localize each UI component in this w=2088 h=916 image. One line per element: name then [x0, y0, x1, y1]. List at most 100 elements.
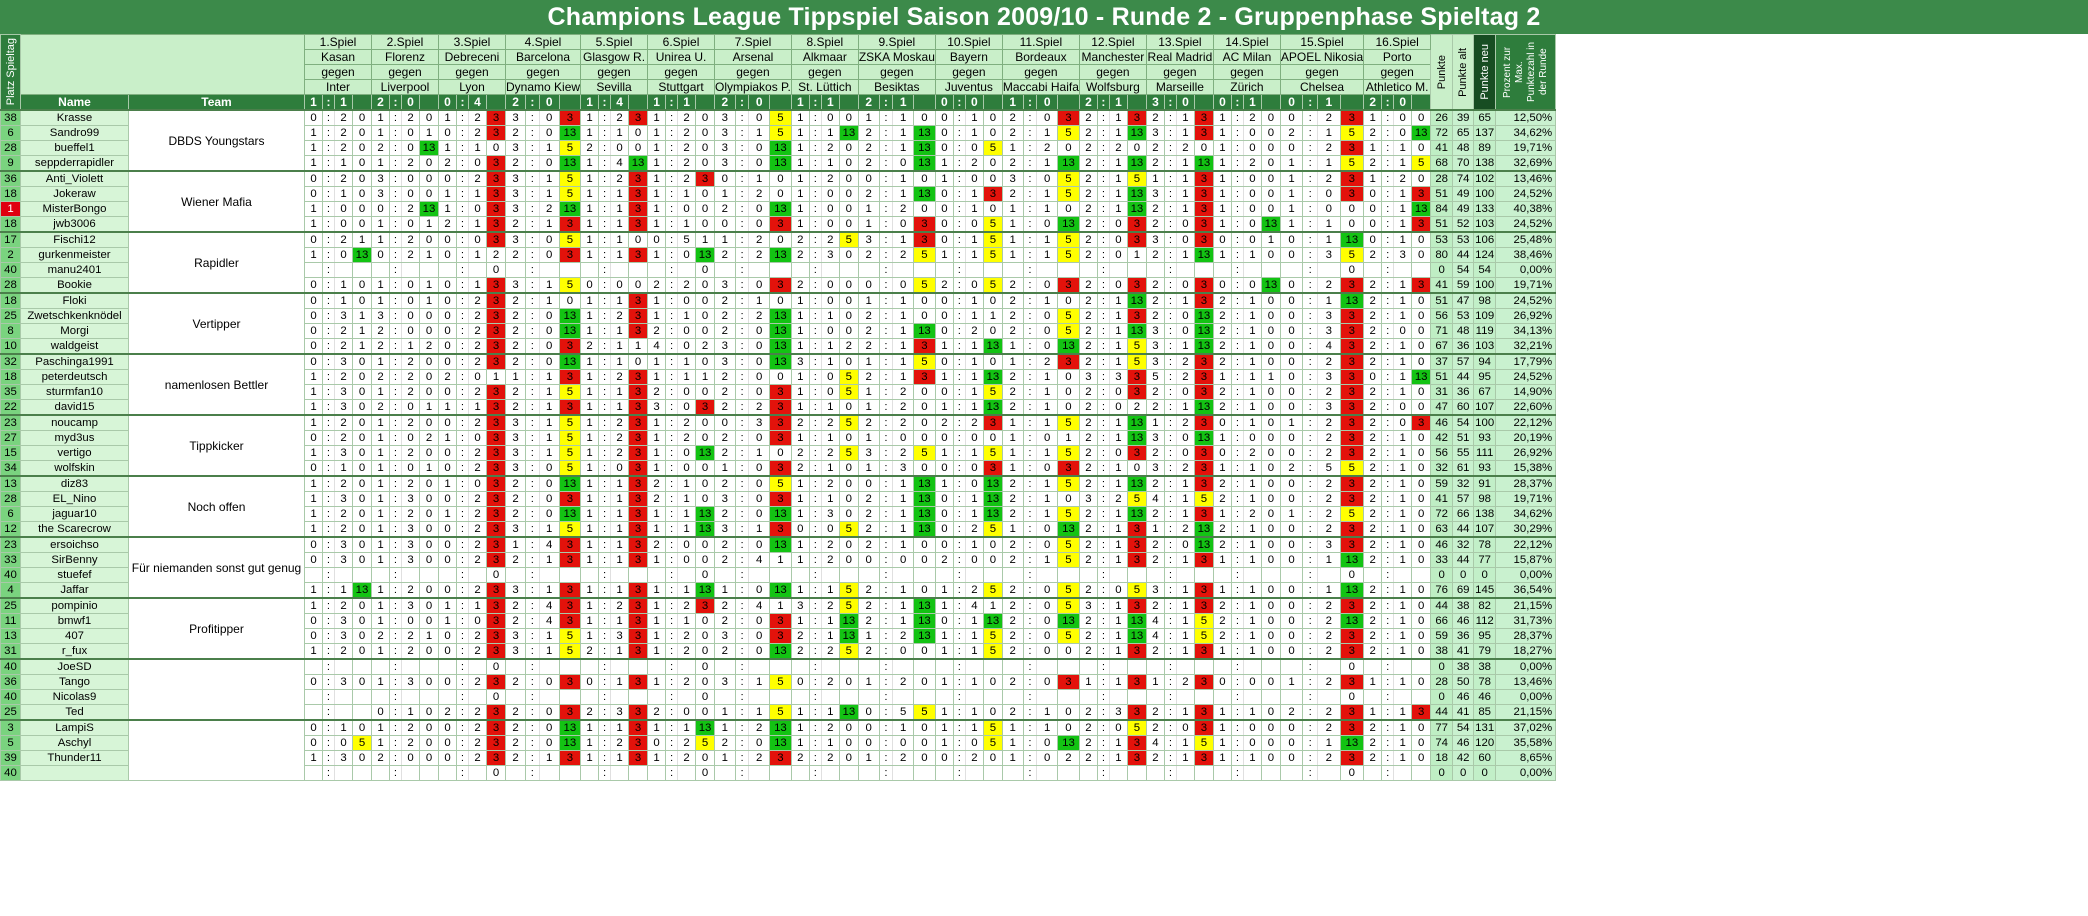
tip-colon: :	[808, 155, 822, 172]
tip-points: 0	[1339, 689, 1365, 705]
tip-points: 3	[628, 597, 649, 614]
tip-points: 0	[838, 750, 859, 766]
tip-colon: :	[1230, 125, 1244, 141]
tip-home: 2	[647, 491, 667, 507]
tip-away: 0	[401, 460, 420, 477]
tip-home: 2	[1212, 628, 1232, 644]
tip-colon: :	[598, 277, 612, 294]
tip-colon: :	[1163, 323, 1177, 339]
tip-home: 2	[504, 338, 527, 355]
tip-colon: :	[1096, 536, 1110, 553]
tip-home: 1	[714, 704, 736, 721]
tip-points: 5	[982, 231, 1003, 248]
tip-away: 1	[1108, 109, 1128, 126]
tip-colon: :	[1096, 353, 1110, 370]
tip-away: 0	[677, 247, 697, 263]
tip-away: 1	[1393, 719, 1413, 736]
tip-colon: :	[1230, 704, 1244, 721]
player-name: Floki	[20, 292, 129, 309]
tip-home: 3	[857, 231, 880, 248]
tip-colon: :	[1163, 369, 1177, 385]
punkte-alt-cell: 66	[1452, 506, 1475, 522]
tip-colon: :	[525, 430, 540, 446]
result-away: 0	[538, 94, 560, 111]
result-home: 0	[934, 94, 954, 111]
tip-points: 3	[628, 247, 649, 263]
tip-colon: :	[952, 323, 966, 339]
tip-colon: :	[1230, 201, 1244, 217]
tip-home: 2	[1001, 643, 1024, 660]
tip-away: 1	[1175, 125, 1195, 141]
tip-points: 13	[838, 628, 859, 644]
tip-colon: :	[665, 231, 679, 248]
tip-colon: :	[952, 247, 966, 263]
tip-away: 1	[964, 201, 984, 217]
tip-home: 2	[504, 216, 527, 233]
tip-away: 1	[1242, 582, 1262, 599]
tip-away: 0	[748, 323, 771, 339]
tip-home	[1212, 658, 1232, 675]
tip-home: 1	[647, 170, 667, 187]
tip-away: 1	[892, 231, 914, 248]
tip-colon: :	[665, 140, 679, 156]
tip-home: 1	[647, 125, 667, 141]
tip-colon: :	[598, 109, 612, 126]
tip-colon: :	[1230, 384, 1244, 400]
platz-cell: 18	[0, 369, 21, 385]
tip-points	[628, 567, 649, 583]
tip-away: 1	[1036, 704, 1059, 721]
tip-home: 2	[1001, 186, 1024, 202]
tip-colon: :	[389, 384, 402, 400]
tip-colon: :	[878, 292, 894, 309]
tip-colon: :	[1381, 369, 1395, 385]
tip-home: 3	[714, 491, 736, 507]
punkte-neu-cell: 137	[1473, 125, 1497, 141]
tip-away: 0	[1108, 216, 1128, 233]
tip-points: 0	[352, 521, 372, 538]
tip-home: 2	[1363, 536, 1383, 553]
game-vs: gegen	[1279, 64, 1365, 80]
tip-home: 3	[504, 186, 527, 202]
tip-away: 1	[1108, 308, 1128, 324]
platz-cell: 40	[0, 262, 21, 278]
tip-away	[892, 262, 914, 278]
tip-points: 0	[695, 475, 716, 492]
tip-away: 0	[1036, 628, 1059, 644]
tip-away: 0	[1242, 125, 1262, 141]
tip-home: 1	[934, 674, 954, 690]
tip-home: 1	[371, 735, 390, 751]
tip-points: 3	[628, 674, 649, 690]
tip-away: 1	[1108, 750, 1128, 766]
tip-colon: :	[389, 643, 402, 660]
result-home: 0	[438, 94, 457, 111]
tip-away: 1	[610, 582, 630, 599]
tip-home: 2	[504, 475, 527, 492]
prozent-cell: 26,92%	[1495, 308, 1557, 324]
tip-colon: :	[322, 353, 335, 370]
game-away: Besiktas	[857, 79, 936, 95]
result-blank	[1193, 94, 1214, 111]
tip-away: 1	[1393, 186, 1413, 202]
tip-colon: :	[322, 567, 335, 583]
tip-home: 1	[580, 597, 600, 614]
tip-points: 3	[486, 338, 506, 355]
tip-colon: :	[598, 445, 612, 461]
punkte-neu-cell: 79	[1473, 643, 1497, 660]
tip-colon: :	[1022, 491, 1038, 507]
tip-home	[1001, 567, 1024, 583]
tip-points: 3	[913, 338, 936, 355]
tip-away: 1	[964, 247, 984, 263]
tip-points: 0	[695, 262, 716, 278]
tip-points: 0	[695, 567, 716, 583]
tip-points: 0	[982, 750, 1003, 766]
tip-points: 0	[982, 292, 1003, 309]
tip-colon: :	[1163, 552, 1177, 568]
prozent-cell: 17,79%	[1495, 353, 1557, 370]
tip-colon: :	[1230, 109, 1244, 126]
tip-points: 13	[558, 719, 582, 736]
tip-away: 1	[1108, 125, 1128, 141]
tip-home: 3	[714, 521, 736, 538]
tip-colon: :	[389, 155, 402, 172]
tip-points: 5	[913, 704, 936, 721]
tip-points: 0	[1411, 109, 1432, 126]
